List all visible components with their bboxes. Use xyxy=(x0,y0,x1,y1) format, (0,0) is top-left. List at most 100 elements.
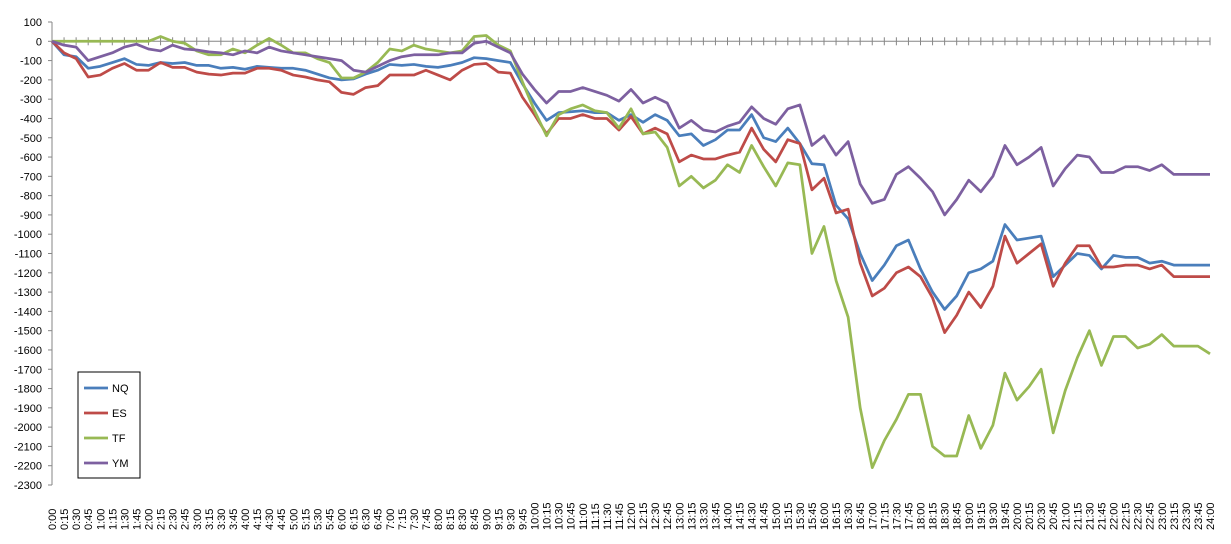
y-tick-label: -800 xyxy=(20,191,42,203)
x-tick-label: 2:15 xyxy=(156,509,168,530)
x-tick-label: 4:30 xyxy=(264,509,276,530)
series-line xyxy=(50,40,1210,311)
y-tick-label: -2100 xyxy=(14,441,42,453)
x-tick-label: 6:00 xyxy=(337,509,349,530)
series-line xyxy=(52,34,1211,470)
x-tick-label: 17:45 xyxy=(903,502,915,530)
x-tick-label: 10:30 xyxy=(554,502,566,530)
x-tick-label: 8:45 xyxy=(469,509,481,530)
x-tick-label: 5:30 xyxy=(312,509,324,530)
x-tick-label: 2:30 xyxy=(168,509,180,530)
x-tick-label: 3:15 xyxy=(204,509,216,530)
x-tick-label: 21:00 xyxy=(1060,502,1072,530)
y-tick-label: -1500 xyxy=(14,326,42,338)
x-tick-label: 16:00 xyxy=(819,502,831,530)
x-tick-label: 9:45 xyxy=(517,509,529,530)
x-tick-label: 20:30 xyxy=(1036,502,1048,530)
y-tick-label: -900 xyxy=(20,210,42,222)
x-tick-label: 7:30 xyxy=(409,509,421,530)
y-tick-label: -1700 xyxy=(14,364,42,376)
x-tick-label: 22:00 xyxy=(1109,502,1121,530)
y-tick-label: -200 xyxy=(20,75,42,87)
y-tick-label: -2200 xyxy=(14,461,42,473)
x-tick-label: 17:00 xyxy=(867,502,879,530)
x-tick-label: 2:00 xyxy=(144,509,156,530)
x-tick-label: 14:15 xyxy=(735,502,747,530)
x-tick-label: 15:30 xyxy=(795,502,807,530)
x-tick-label: 18:00 xyxy=(916,502,928,530)
x-tick-label: 21:30 xyxy=(1084,502,1096,530)
legend-label: NQ xyxy=(112,383,129,395)
x-tick-label: 10:45 xyxy=(566,502,578,530)
x-tick-label: 23:15 xyxy=(1169,502,1181,530)
x-tick-label: 14:00 xyxy=(723,502,735,530)
x-tick-label: 6:45 xyxy=(373,509,385,530)
y-tick-label: 0 xyxy=(36,36,42,48)
x-tick-label: 13:30 xyxy=(698,502,710,530)
x-tick-label: 20:15 xyxy=(1024,502,1036,530)
x-tick-label: 23:45 xyxy=(1193,502,1205,530)
x-tick-label: 3:45 xyxy=(228,509,240,530)
x-tick-label: 0:30 xyxy=(71,509,83,530)
x-tick-label: 17:15 xyxy=(879,502,891,530)
x-tick-label: 12:00 xyxy=(626,502,638,530)
x-tick-label: 20:45 xyxy=(1048,502,1060,530)
x-tick-label: 13:45 xyxy=(710,502,722,530)
x-tick-label: 19:30 xyxy=(988,502,1000,530)
y-tick-label: -2300 xyxy=(14,480,42,492)
y-tick-label: 100 xyxy=(24,17,42,29)
x-tick-label: 7:00 xyxy=(385,509,397,530)
x-tick-label: 9:15 xyxy=(493,509,505,530)
x-tick-label: 17:30 xyxy=(891,502,903,530)
x-tick-label: 22:15 xyxy=(1121,502,1133,530)
legend-label: ES xyxy=(112,408,127,420)
x-tick-label: 23:30 xyxy=(1181,502,1193,530)
x-tick-label: 18:45 xyxy=(952,502,964,530)
x-tick-label: 4:15 xyxy=(252,509,264,530)
x-tick-label: 15:45 xyxy=(807,502,819,530)
x-tick-label: 9:30 xyxy=(505,509,517,530)
x-tick-label: 12:15 xyxy=(638,502,650,530)
x-tick-label: 6:15 xyxy=(349,509,361,530)
y-tick-label: -1000 xyxy=(14,229,42,241)
x-tick-label: 5:45 xyxy=(324,509,336,530)
x-tick-label: 8:15 xyxy=(445,509,457,530)
y-tick-label: -1100 xyxy=(15,249,42,261)
y-tick-label: -1400 xyxy=(14,306,42,318)
x-tick-label: 5:00 xyxy=(288,509,300,530)
x-tick-label: 24:00 xyxy=(1205,502,1217,530)
x-tick-label: 1:00 xyxy=(95,509,107,530)
x-tick-label: 11:45 xyxy=(614,503,626,530)
x-tick-label: 12:45 xyxy=(662,502,674,530)
x-tick-label: 10:00 xyxy=(530,502,542,530)
x-tick-label: 4:00 xyxy=(240,509,252,530)
x-tick-label: 0:15 xyxy=(59,509,71,530)
x-tick-label: 1:15 xyxy=(107,509,119,530)
x-tick-label: 5:15 xyxy=(300,509,312,530)
series-line xyxy=(51,40,1210,334)
x-tick-label: 7:45 xyxy=(421,509,433,530)
y-tick-label: -1900 xyxy=(14,403,42,415)
x-tick-label: 8:30 xyxy=(457,509,469,530)
x-tick-label: 11:00 xyxy=(578,503,590,530)
x-tick-label: 20:00 xyxy=(1012,502,1024,530)
x-tick-label: 11:30 xyxy=(602,503,614,530)
y-tick-label: -1600 xyxy=(14,345,42,357)
x-tick-label: 2:45 xyxy=(180,509,192,530)
x-tick-label: 18:15 xyxy=(928,502,940,530)
x-tick-label: 18:30 xyxy=(940,502,952,530)
legend-box xyxy=(77,371,141,479)
x-tick-label: 3:00 xyxy=(192,509,204,530)
x-tick-label: 15:00 xyxy=(771,502,783,530)
x-tick-label: 19:45 xyxy=(1000,502,1012,530)
x-tick-label: 8:00 xyxy=(433,509,445,530)
series-line xyxy=(51,39,1210,217)
x-tick-label: 13:15 xyxy=(686,502,698,530)
legend-label: TF xyxy=(112,433,126,445)
x-tick-label: 16:15 xyxy=(831,502,843,530)
x-tick-label: 16:45 xyxy=(855,502,867,530)
x-tick-label: 22:45 xyxy=(1145,502,1157,530)
x-tick-label: 1:30 xyxy=(119,509,131,530)
x-tick-label: 19:00 xyxy=(964,502,976,530)
